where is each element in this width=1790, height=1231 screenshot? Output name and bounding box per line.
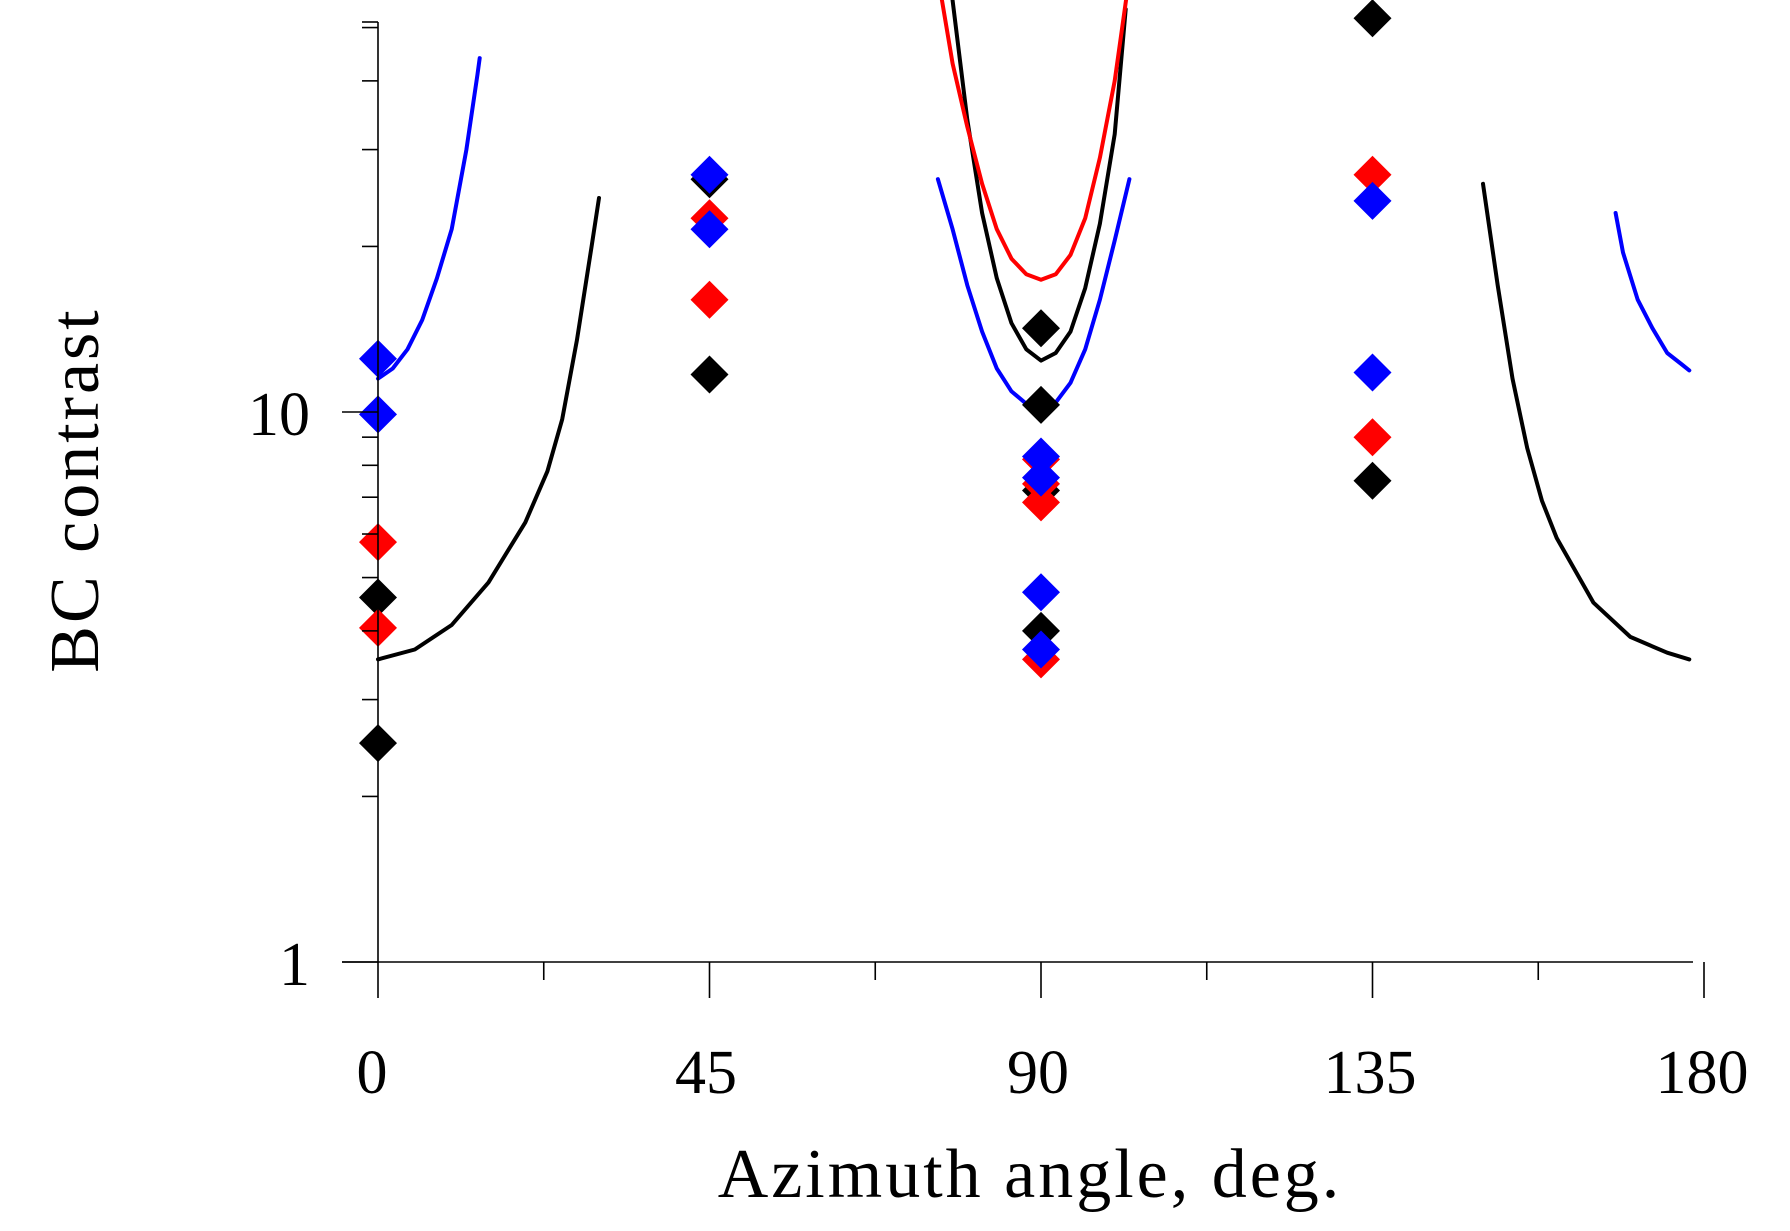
red-marker-8 xyxy=(1353,155,1392,194)
blue-marker-9 xyxy=(1353,353,1392,392)
blue-marker-2 xyxy=(690,155,729,194)
blue-marker-4 xyxy=(1022,437,1060,476)
blue-marker-3 xyxy=(690,210,729,249)
black-marker-4 xyxy=(1022,309,1060,348)
x-tick-label-0: 0 xyxy=(357,1039,388,1107)
x-ticks xyxy=(377,962,1705,998)
red-marker-9 xyxy=(1353,418,1392,457)
black-curve-segment-2 xyxy=(1481,181,1692,662)
markers-layer xyxy=(359,0,1392,763)
x-tick-label-180: 180 xyxy=(1656,1039,1749,1107)
black-curve-segment-1 xyxy=(950,0,1128,363)
y-ticks xyxy=(342,21,378,963)
x-axis-title: Azimuth angle, deg. xyxy=(718,1136,1343,1213)
blue-marker-7 xyxy=(1022,630,1060,669)
black-marker-9 xyxy=(1353,461,1392,500)
black-curve-segment-0 xyxy=(376,196,601,662)
y-tick-label-10: 10 xyxy=(248,381,310,449)
blue-marker-8 xyxy=(1353,181,1392,220)
y-axis-title: BC contrast xyxy=(37,307,114,672)
blue-marker-6 xyxy=(1022,573,1060,612)
black-marker-8 xyxy=(1353,0,1392,38)
blue-curve-segment-0 xyxy=(376,56,482,381)
red-curve-segment-0 xyxy=(939,0,1129,282)
x-tick-label-135: 135 xyxy=(1324,1039,1417,1107)
blue-curve-segment-2 xyxy=(1613,211,1692,373)
red-marker-6 xyxy=(1022,483,1060,522)
blue-marker-5 xyxy=(1022,458,1060,497)
y-tick-label-1: 1 xyxy=(279,931,310,999)
black-marker-5 xyxy=(1022,385,1060,424)
red-marker-3 xyxy=(690,280,729,319)
x-tick-label-45: 45 xyxy=(675,1039,737,1107)
black-marker-3 xyxy=(690,355,729,394)
axes: 1 10 0 45 90 135 180 Azimuth angle, deg.… xyxy=(37,21,1749,1213)
x-tick-label-90: 90 xyxy=(1007,1039,1069,1107)
